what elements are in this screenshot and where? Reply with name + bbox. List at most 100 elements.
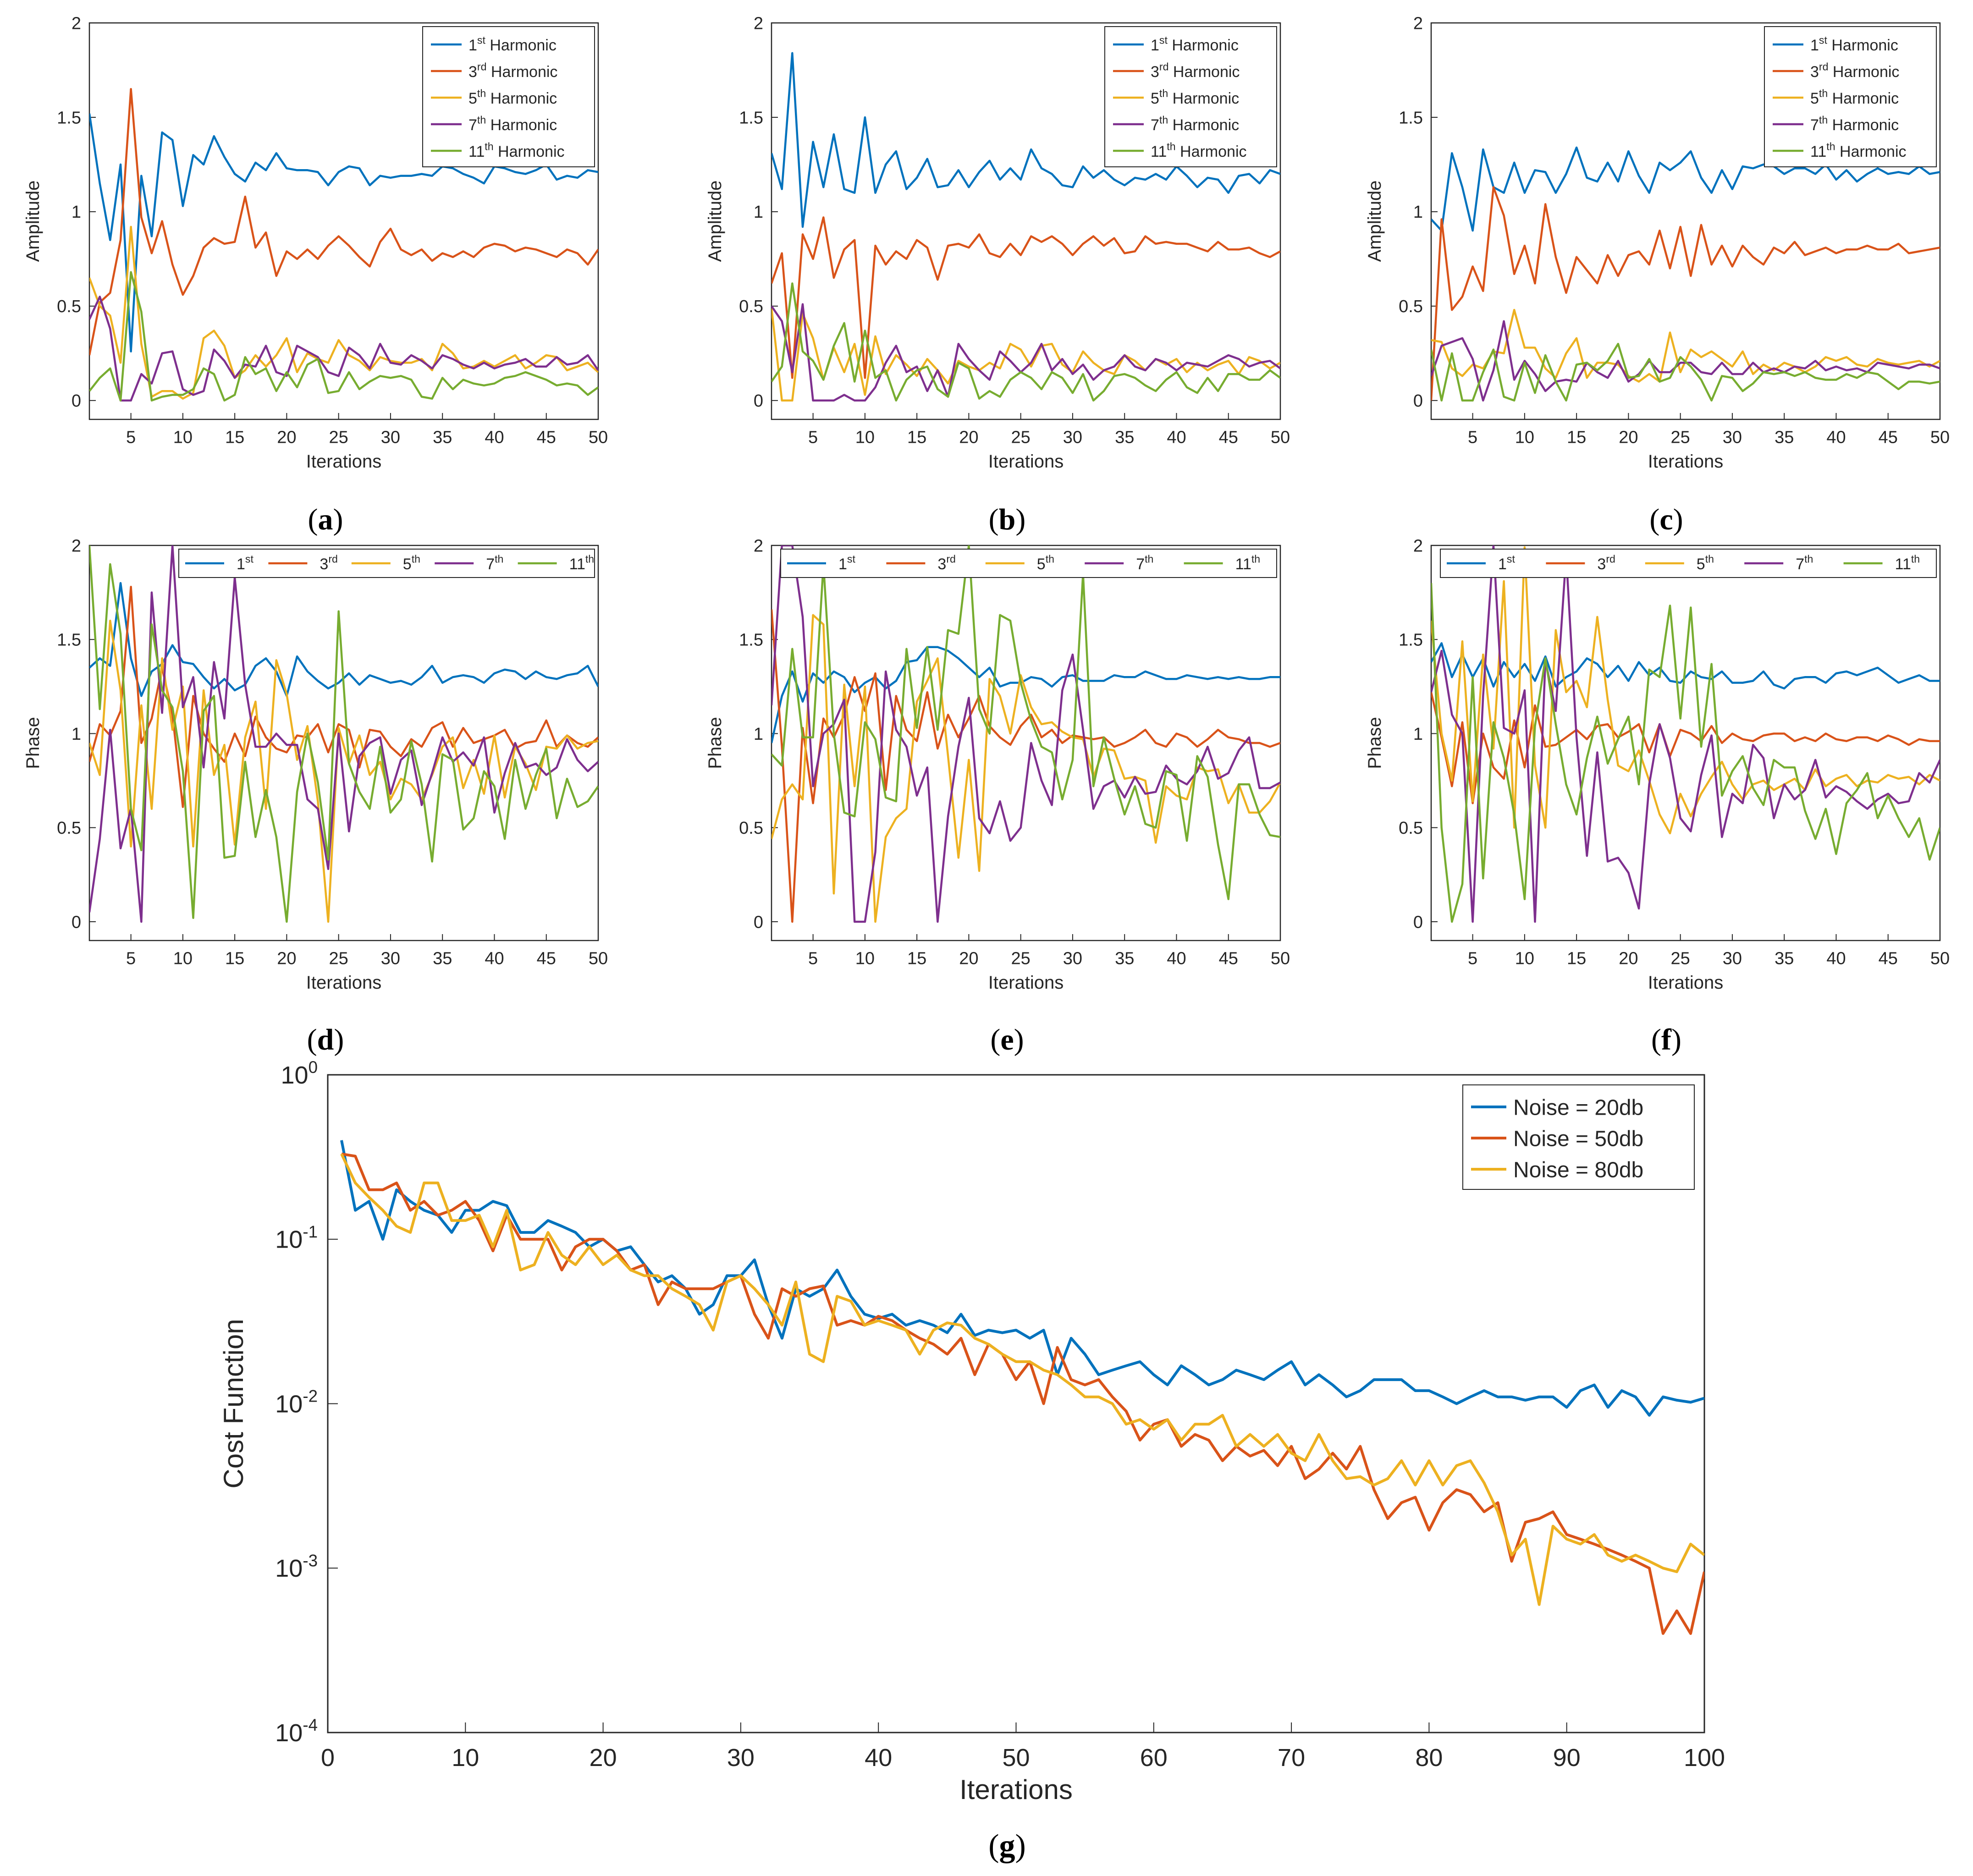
legend-label-e-base: 3: [937, 556, 946, 573]
y-tick-label-f: 0: [1413, 913, 1423, 932]
legend-label-c-base: 5: [1810, 90, 1819, 107]
legend-label-c: 5th Harmonic: [1810, 88, 1899, 107]
legend-label-b-suffix: Harmonic: [1176, 143, 1247, 160]
series-line-b-4: [772, 282, 1280, 402]
y-tick-label-g-sup: -1: [303, 1222, 318, 1241]
series-line-g-0: [340, 1140, 1704, 1417]
legend-label-g: Noise = 80db: [1513, 1158, 1643, 1182]
legend-label-d-base: 1: [237, 556, 245, 573]
y-tick-label-g-base: 10: [275, 1555, 303, 1582]
legend-label-f: 7th: [1796, 553, 1813, 573]
legend-label-d-sup: rd: [328, 553, 338, 565]
x-tick-label-b: 10: [855, 428, 875, 447]
legend-label-b: 5th Harmonic: [1151, 88, 1239, 107]
panel-a: 5 10 15 20 25 30 35 40 45 5000.511.52IterationsAm…: [23, 14, 608, 536]
x-tick-label-d: 30: [381, 949, 400, 968]
series-line-a-2: [89, 226, 598, 400]
x-tick-label-f: 5: [1468, 949, 1477, 968]
x-tick-label-f: 10: [1515, 949, 1534, 968]
x-tick-label-e: 20: [959, 949, 978, 968]
legend-label-b-sup: th: [1159, 114, 1168, 126]
legend-label-e-sup: th: [1251, 553, 1260, 565]
panel-b: 5 10 15 20 25 30 35 40 45 5000.511.52IterationsAm…: [705, 14, 1290, 536]
x-tick-label-c: 5: [1468, 428, 1477, 447]
y-tick-label-a: 0.5: [57, 297, 81, 316]
x-tick-label-f: 20: [1619, 949, 1638, 968]
caption-open-paren: (: [988, 1828, 999, 1864]
x-tick-label-f: 30: [1723, 949, 1742, 968]
y-tick-label-c: 0.5: [1399, 297, 1423, 316]
legend-box-g: [1462, 1084, 1695, 1190]
legend-label-b: 1st Harmonic: [1151, 34, 1239, 54]
y-tick-label-g-sup: 0: [309, 1058, 318, 1077]
legend-label-e-sup: th: [1145, 553, 1153, 565]
y-tick-label-e: 1.5: [739, 631, 763, 650]
series-line-a-1: [89, 88, 598, 356]
x-tick-label-c: 50: [1930, 428, 1950, 447]
legend-label-c: 1st Harmonic: [1810, 34, 1898, 54]
legend-label-c-sup: th: [1826, 141, 1835, 153]
x-tick-label-a: 5: [126, 428, 136, 447]
x-tick-label-d: 5: [126, 949, 136, 968]
legend-label-c-base: 1: [1810, 37, 1819, 54]
legend-label-b: 3rd Harmonic: [1151, 61, 1240, 81]
legend-label-a-suffix: Harmonic: [494, 143, 565, 160]
x-tick-label-e: 15: [907, 949, 926, 968]
legend-label-c: 11th Harmonic: [1810, 141, 1907, 160]
legend-label-c-base: 7: [1810, 116, 1819, 134]
x-tick-label-e: 45: [1219, 949, 1238, 968]
y-tick-label-b: 0.5: [739, 297, 763, 316]
y-tick-label-f: 2: [1413, 536, 1423, 556]
legend-label-f-sup: th: [1911, 553, 1920, 565]
caption-open-paren: (: [308, 503, 318, 536]
x-tick-label-b: 35: [1115, 428, 1134, 447]
legend-label-c-base: 11: [1810, 143, 1826, 160]
legend-label-e-sup: th: [1046, 553, 1054, 565]
x-tick-label-g: 30: [727, 1744, 755, 1771]
y-tick-label-c: 1: [1413, 203, 1423, 222]
caption-letter: e: [1000, 1023, 1014, 1056]
legend-label-e-sup: rd: [946, 553, 956, 565]
legend-label-c-suffix: Harmonic: [1828, 63, 1899, 81]
legend-label-e-sup: st: [847, 553, 856, 565]
legend-label-b: 7th Harmonic: [1151, 114, 1239, 134]
legend-label-a: 5th Harmonic: [468, 88, 557, 107]
series-line-d-4: [89, 545, 598, 923]
caption-e: (e): [990, 1023, 1024, 1056]
legend-label-b-base: 5: [1151, 90, 1159, 107]
legend-label-b-sup: th: [1167, 141, 1175, 153]
series-line-a-0: [89, 113, 598, 352]
x-tick-label-f: 40: [1826, 949, 1846, 968]
y-axis-label-f: Phase: [1365, 717, 1385, 769]
legend-label-a-base: 1: [468, 37, 477, 54]
x-tick-label-b: 25: [1011, 428, 1031, 447]
y-tick-label-a: 1: [72, 203, 81, 222]
y-tick-label-d: 1.5: [57, 631, 81, 650]
y-tick-label-g: 10-4: [275, 1716, 318, 1747]
legend-label-b-base: 1: [1151, 37, 1159, 54]
y-tick-label-g: 100: [281, 1058, 318, 1089]
x-tick-label-e: 40: [1167, 949, 1186, 968]
y-tick-label-d: 0.5: [57, 819, 81, 838]
y-tick-label-g-sup: -4: [303, 1716, 318, 1734]
x-tick-label-d: 10: [173, 949, 193, 968]
legend-label-a-suffix: Harmonic: [485, 37, 557, 54]
legend-label-b-sup: rd: [1159, 61, 1169, 73]
legend-label-c-sup: rd: [1819, 61, 1829, 73]
x-tick-label-c: 10: [1515, 428, 1534, 447]
y-axis-label-c: Amplitude: [1365, 181, 1385, 262]
y-tick-label-d: 2: [72, 536, 81, 556]
legend-label-e-base: 1: [838, 556, 847, 573]
legend-label-a-sup: st: [477, 34, 486, 46]
x-tick-label-b: 50: [1271, 428, 1290, 447]
x-axis-label-b: Iterations: [988, 451, 1064, 472]
caption-d: (d): [307, 1023, 344, 1056]
legend-box-f: [1440, 549, 1937, 578]
y-tick-label-c: 2: [1413, 14, 1423, 33]
caption-c: (c): [1649, 503, 1683, 536]
legend-label-d-sup: th: [585, 553, 594, 565]
legend-label-d-base: 5: [403, 556, 412, 573]
x-tick-label-g: 0: [321, 1744, 335, 1771]
x-axis-label-d: Iterations: [306, 973, 382, 993]
series-line-e-0: [772, 646, 1280, 743]
